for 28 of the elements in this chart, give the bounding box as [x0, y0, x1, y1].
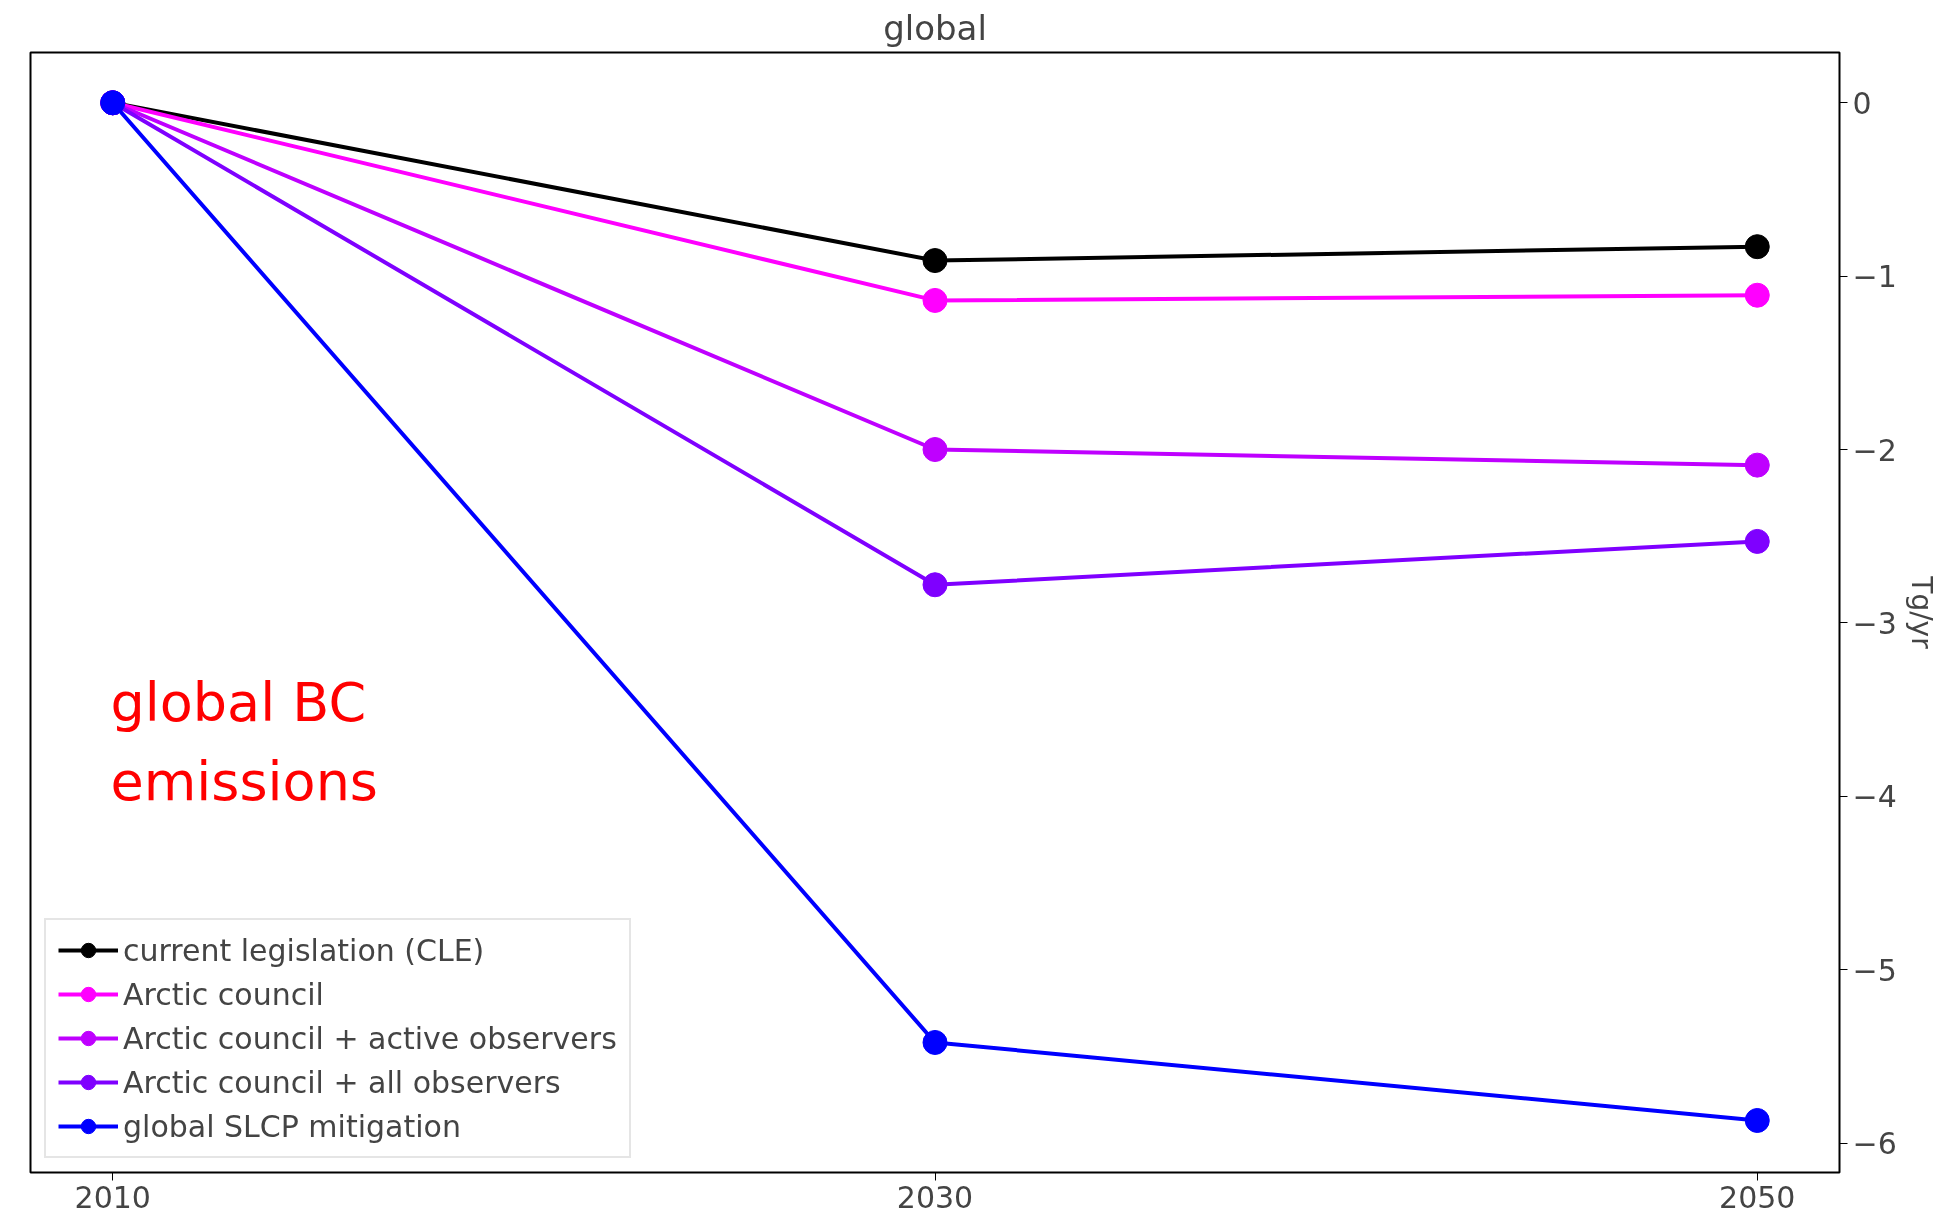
- point: [1744, 452, 1770, 478]
- point: [922, 572, 948, 598]
- point: [922, 1029, 948, 1055]
- y2-tick-label: 0: [1852, 85, 1872, 121]
- y2-axis-title: Tg/yr: [1904, 575, 1938, 650]
- y2-tick-label: −1: [1852, 259, 1897, 295]
- legend-label: Arctic council + all observers: [123, 1064, 561, 1100]
- legend-label: current legislation (CLE): [123, 932, 485, 968]
- x-tick-label: 2050: [1719, 1179, 1796, 1215]
- y2-tick-label: −6: [1852, 1126, 1897, 1162]
- y2-tick-label: −2: [1852, 432, 1897, 468]
- point: [922, 437, 948, 462]
- point: [1744, 528, 1770, 554]
- y2-tick-label: −4: [1852, 779, 1897, 815]
- point: [1744, 282, 1770, 308]
- point: [1744, 1108, 1770, 1133]
- legend-label: Arctic council: [123, 976, 324, 1012]
- chart-title: global: [883, 7, 987, 48]
- legend-label: Arctic council + active observers: [123, 1020, 617, 1056]
- legend-label: global SLCP mitigation: [123, 1108, 461, 1144]
- point: [922, 287, 948, 313]
- x-tick-label: 2010: [74, 1179, 151, 1215]
- annotation: global BC emissions: [110, 670, 378, 813]
- point: [1744, 234, 1770, 260]
- point: [922, 248, 948, 274]
- x-tick-label: 2030: [896, 1179, 974, 1215]
- y2-tick-label: −5: [1852, 952, 1897, 988]
- y2-tick-label: −3: [1852, 605, 1897, 641]
